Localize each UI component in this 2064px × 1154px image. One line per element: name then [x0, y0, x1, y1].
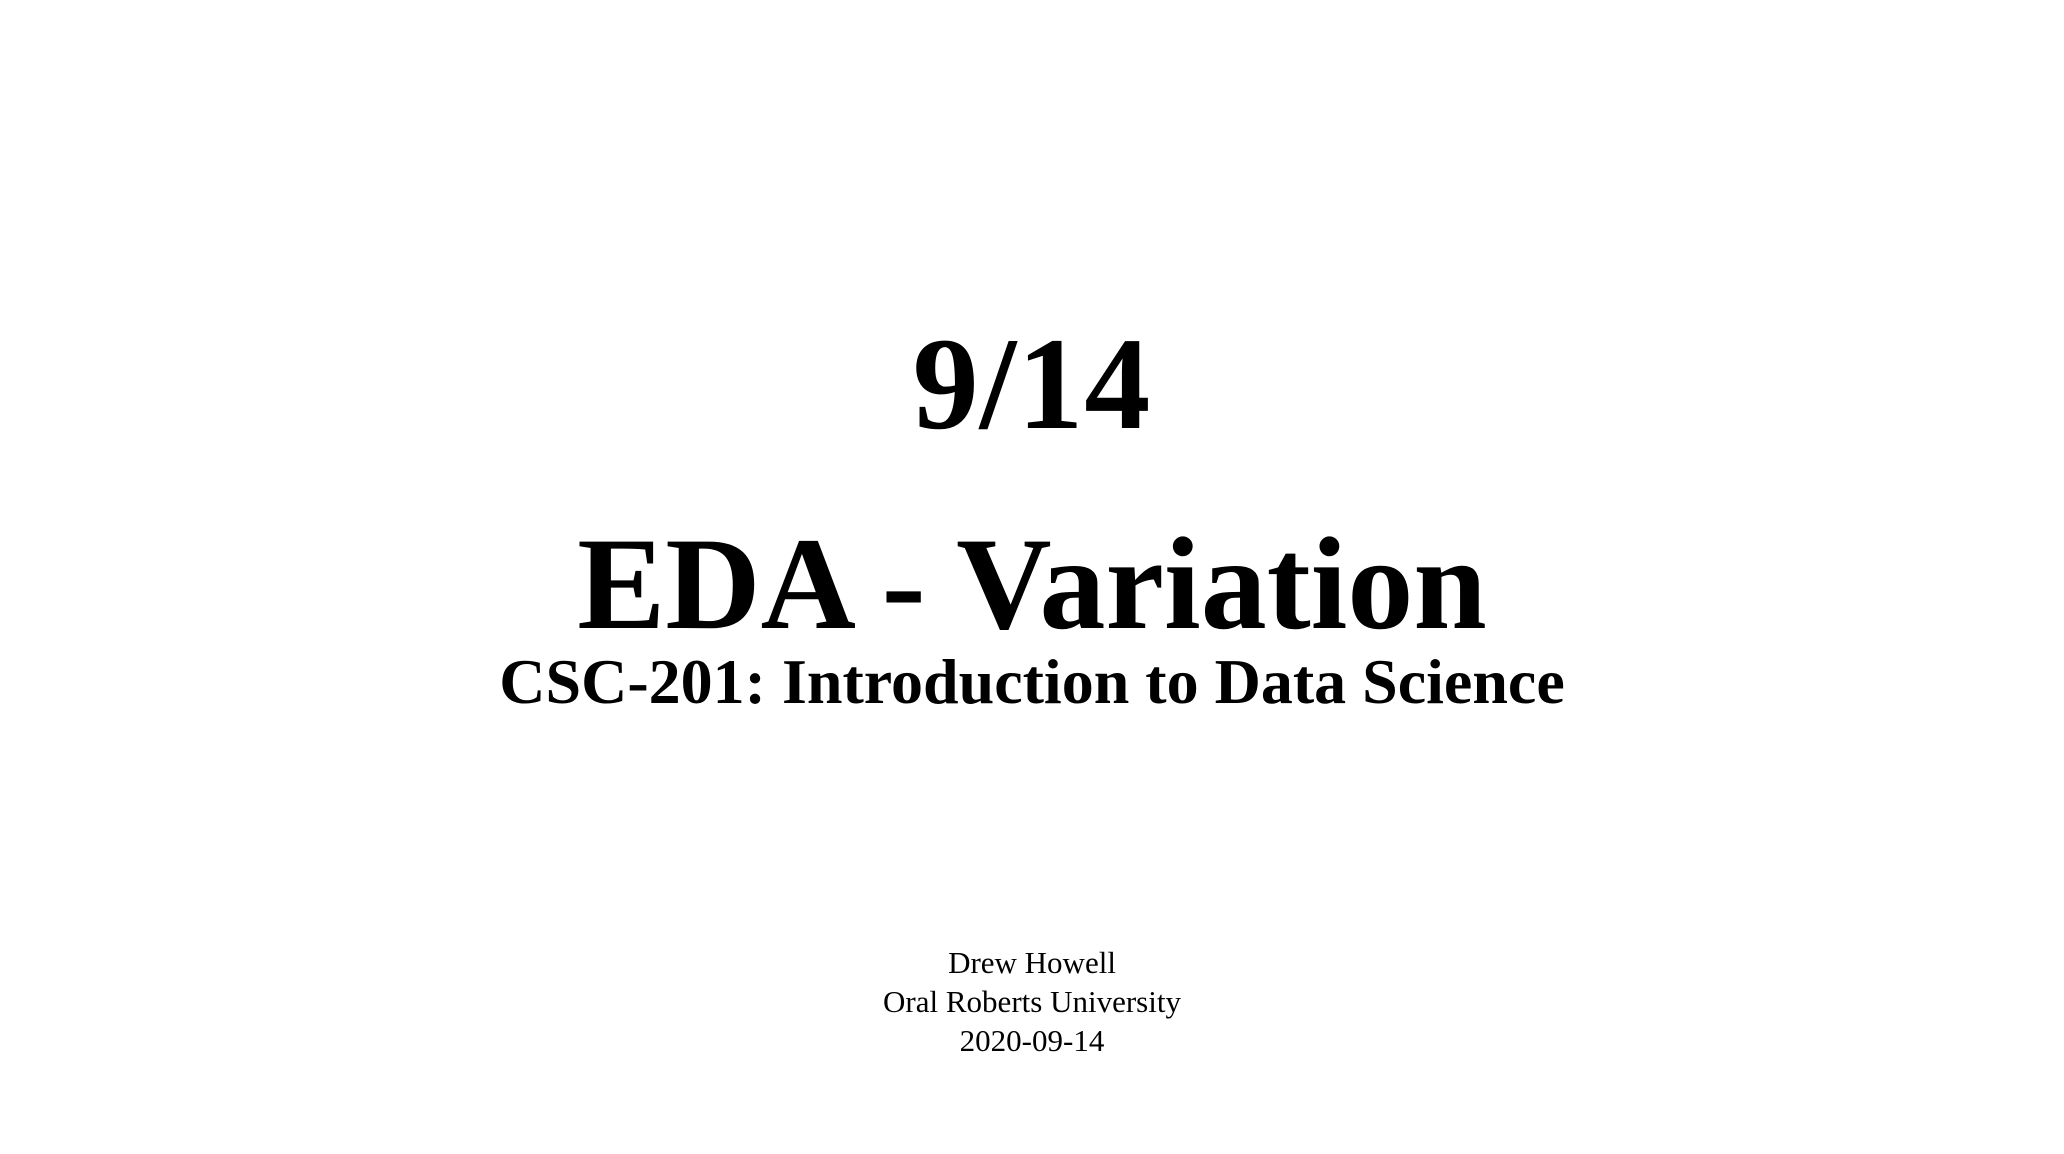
slide-main-title: EDA - Variation [577, 510, 1487, 657]
presentation-date: 2020-09-14 [959, 1023, 1105, 1058]
slide-date-title: 9/14 [912, 310, 1152, 457]
author-info: Drew Howell Oral Roberts University 2020… [0, 943, 2064, 1060]
institution-name: Oral Roberts University [883, 984, 1181, 1019]
author-name: Drew Howell [948, 945, 1116, 980]
slide-subtitle: CSC-201: Introduction to Data Science [499, 646, 1565, 717]
